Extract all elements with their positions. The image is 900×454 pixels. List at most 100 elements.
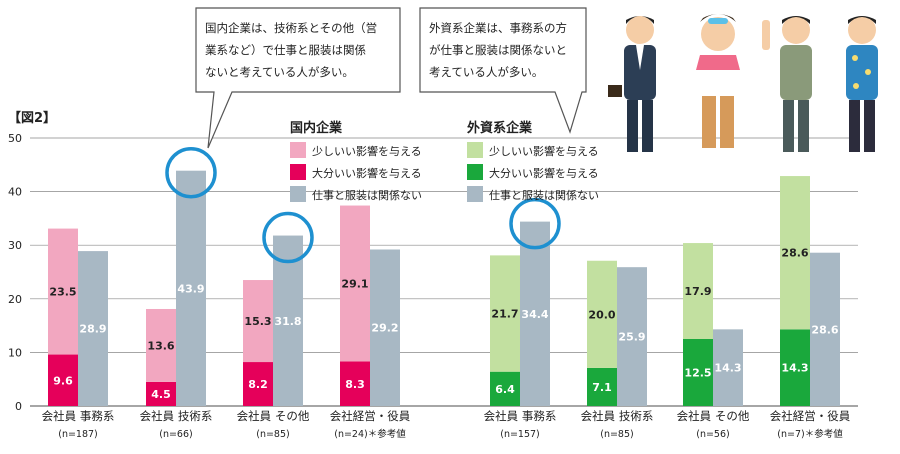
y-tick-label: 40 <box>8 186 22 199</box>
legend-foreign-large-label: 大分いい影響を与える <box>489 166 599 180</box>
sample-size-label: (n=56) <box>696 429 729 440</box>
bar-unrelated <box>520 221 550 406</box>
bar-large-impact <box>587 367 617 406</box>
data-label-small-impact: 28.6 <box>781 247 808 260</box>
callout-foreign-line-1: 外資系企業は、事務系の方 <box>429 21 567 35</box>
person-aloha-shirt <box>846 16 878 152</box>
y-tick-label: 50 <box>8 132 22 145</box>
callout-domestic: 国内企業は、技術系とその他（営 業系など）で仕事と服装は関係 ないと考えている人… <box>195 7 401 149</box>
y-axis-ticks: 0 10 20 30 40 50 <box>8 132 22 413</box>
data-label-small-impact: 29.1 <box>341 278 368 291</box>
data-label-large-impact: 6.4 <box>495 383 515 396</box>
data-label-large-impact: 12.5 <box>684 367 711 380</box>
people-illustration <box>608 14 878 152</box>
callout-domestic-bubble <box>195 7 401 149</box>
bar-unrelated <box>713 329 743 406</box>
sample-size-label: (n=66) <box>159 429 192 440</box>
legend-domestic-small-swatch <box>290 142 306 158</box>
data-label-unrelated: 29.2 <box>371 322 398 335</box>
bar-small-impact <box>48 228 78 355</box>
highlight-circle <box>165 146 217 199</box>
legend-domestic-unrelated-label: 仕事と服装は関係ない <box>312 189 422 202</box>
highlight-circle <box>262 211 314 264</box>
bar-large-impact <box>490 371 520 406</box>
highlight-circles <box>165 146 561 264</box>
data-label-unrelated: 34.4 <box>521 308 548 321</box>
legend-foreign-small-label: 少しいい影響を与える <box>489 144 599 158</box>
bar-large-impact <box>683 339 713 406</box>
y-tick-label: 30 <box>8 239 22 252</box>
bar-small-impact <box>780 176 810 330</box>
legend-foreign-small-swatch <box>467 142 483 158</box>
sample-size-label: (n=187) <box>58 429 98 440</box>
legend-foreign-unrelated-label: 仕事と服装は関係ない <box>489 189 599 202</box>
data-label-small-impact: 23.5 <box>49 286 76 299</box>
legend-foreign: 外資系企業 少しいい影響を与える 大分いい影響を与える 仕事と服装は関係ない <box>466 120 599 202</box>
bar-unrelated <box>617 267 647 406</box>
y-tick-label: 20 <box>8 293 22 306</box>
bar-small-impact <box>587 260 617 368</box>
legend-domestic-unrelated-swatch <box>290 186 306 202</box>
bar-unrelated <box>370 249 400 406</box>
callout-domestic-line-3: ないと考えている人が多い。 <box>205 65 354 79</box>
data-label-unrelated: 28.6 <box>811 323 838 336</box>
data-label-unrelated: 43.9 <box>177 282 204 295</box>
data-label-small-impact: 17.9 <box>684 285 711 298</box>
category-labels: 会社員 事務系 (n=187) 会社員 技術系 (n=66) 会社員 その他 (n=85)… <box>42 409 851 440</box>
bar-small-impact <box>340 205 370 362</box>
data-label-large-impact: 9.6 <box>53 374 73 387</box>
category-label: 会社員 その他 <box>677 409 750 423</box>
bar-large-impact <box>146 381 176 406</box>
legend-domestic-large-swatch <box>290 164 306 180</box>
data-label-unrelated: 14.3 <box>714 362 741 375</box>
data-label-small-impact: 20.0 <box>588 308 615 321</box>
bar-small-impact <box>146 308 176 382</box>
bar-large-impact <box>340 361 370 406</box>
category-label: 会社員 事務系 <box>484 409 557 423</box>
category-label: 会社経営・役員 <box>330 409 411 423</box>
data-label-small-impact: 21.7 <box>491 308 518 321</box>
callout-foreign-line-2: が仕事と服装は関係ないと <box>429 43 567 57</box>
bar-small-impact <box>243 280 273 363</box>
legend-domestic-small-label: 少しいい影響を与える <box>312 144 422 158</box>
data-label-large-impact: 8.2 <box>248 378 268 391</box>
figure-label: 【図2】 <box>8 110 56 126</box>
data-label-unrelated: 31.8 <box>274 315 301 328</box>
category-label: 会社員 事務系 <box>42 409 115 423</box>
legend-domestic: 国内企業 少しいい影響を与える 大分いい影響を与える 仕事と服装は関係ない <box>290 120 422 202</box>
data-label-large-impact: 14.3 <box>781 362 808 375</box>
bar-large-impact <box>243 362 273 406</box>
bar-unrelated <box>176 170 206 406</box>
bar-large-impact <box>48 354 78 406</box>
legend-foreign-unrelated-swatch <box>467 186 483 202</box>
data-label-large-impact: 8.3 <box>345 378 365 391</box>
sample-size-label: (n=7)＊参考値 <box>777 428 843 440</box>
legend-domestic-title: 国内企業 <box>290 120 343 136</box>
data-label-unrelated: 25.9 <box>618 331 645 344</box>
data-label-large-impact: 4.5 <box>151 388 171 401</box>
y-tick-label: 10 <box>8 346 22 359</box>
sample-size-label: (n=85) <box>600 429 633 440</box>
sample-size-label: (n=85) <box>256 429 289 440</box>
bar-small-impact <box>490 255 520 372</box>
category-label: 会社員 その他 <box>237 409 310 423</box>
y-tick-label: 0 <box>15 400 22 413</box>
legend-foreign-title: 外資系企業 <box>466 120 533 136</box>
bar-large-impact <box>780 329 810 406</box>
callout-domestic-line-2: 業系など）で仕事と服装は関係 <box>205 43 366 57</box>
callout-foreign: 外資系企業は、事務系の方 が仕事と服装は関係ないと 考えている人が多い。 <box>419 7 587 134</box>
sample-size-label: (n=24)＊参考値 <box>334 428 406 440</box>
callout-domestic-line-1: 国内企業は、技術系とその他（営 <box>205 21 377 35</box>
bar-small-impact <box>683 243 713 339</box>
data-label-small-impact: 15.3 <box>244 315 271 328</box>
person-suit <box>608 16 656 152</box>
callout-foreign-bubble <box>419 7 587 134</box>
legend-foreign-large-swatch <box>467 164 483 180</box>
bars: 9.6 23.5 28.9 4.5 13.6 43.9 8.2 15.3 31.8 8.3 29.1… <box>48 170 840 406</box>
data-label-unrelated: 28.9 <box>79 323 106 336</box>
bar-unrelated <box>810 252 840 406</box>
bar-unrelated <box>273 235 303 406</box>
sample-size-label: (n=157) <box>500 429 540 440</box>
category-label: 会社員 技術系 <box>581 409 654 423</box>
